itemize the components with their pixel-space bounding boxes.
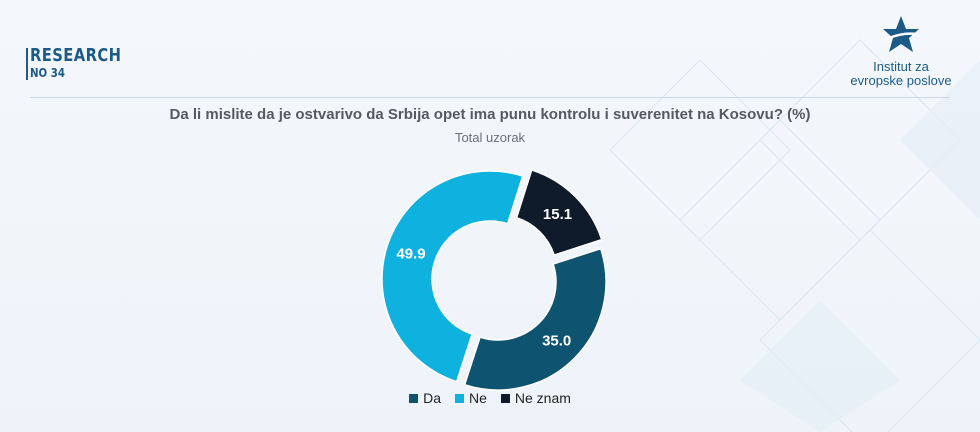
- legend-item-ne-znam: Ne znam: [500, 390, 571, 406]
- logo-line-1: Institut za: [873, 59, 929, 74]
- donut-slice-da: [463, 247, 607, 391]
- data-label-ne-znam: 15.1: [543, 206, 572, 223]
- legend-label-ne: Ne: [468, 390, 487, 406]
- chart-title: Da li mislite da je ostvarivo da Srbija …: [169, 106, 811, 123]
- legend-swatch-ne-znam: [500, 393, 510, 403]
- header-divider: [30, 97, 950, 98]
- chart-legend: Da Ne Ne znam: [0, 390, 980, 406]
- legend-label-ne-znam: Ne znam: [514, 390, 571, 406]
- data-label-da: 35.0: [542, 333, 571, 350]
- legend-label-da: Da: [423, 390, 441, 406]
- donut-slice-ne-znam: [515, 169, 603, 257]
- legend-item-ne: Ne: [454, 390, 487, 406]
- logo-line-2: evropske poslove: [850, 73, 952, 88]
- brand-number: NO 34: [30, 66, 65, 80]
- brand-block: RESEARCH NO 34: [26, 45, 141, 80]
- brand-title: RESEARCH: [30, 45, 122, 66]
- brand-accent-bar: [26, 48, 28, 80]
- legend-swatch-da: [409, 393, 419, 403]
- legend-item-da: Da: [409, 390, 441, 406]
- chart-subtitle: Total uzorak: [454, 130, 526, 145]
- donut-slice-ne: [381, 170, 524, 383]
- data-label-ne: 49.9: [396, 246, 425, 263]
- institute-logo: Institut za evropske poslove: [836, 12, 966, 92]
- star-logo-icon: [883, 16, 919, 52]
- legend-swatch-ne: [454, 393, 464, 403]
